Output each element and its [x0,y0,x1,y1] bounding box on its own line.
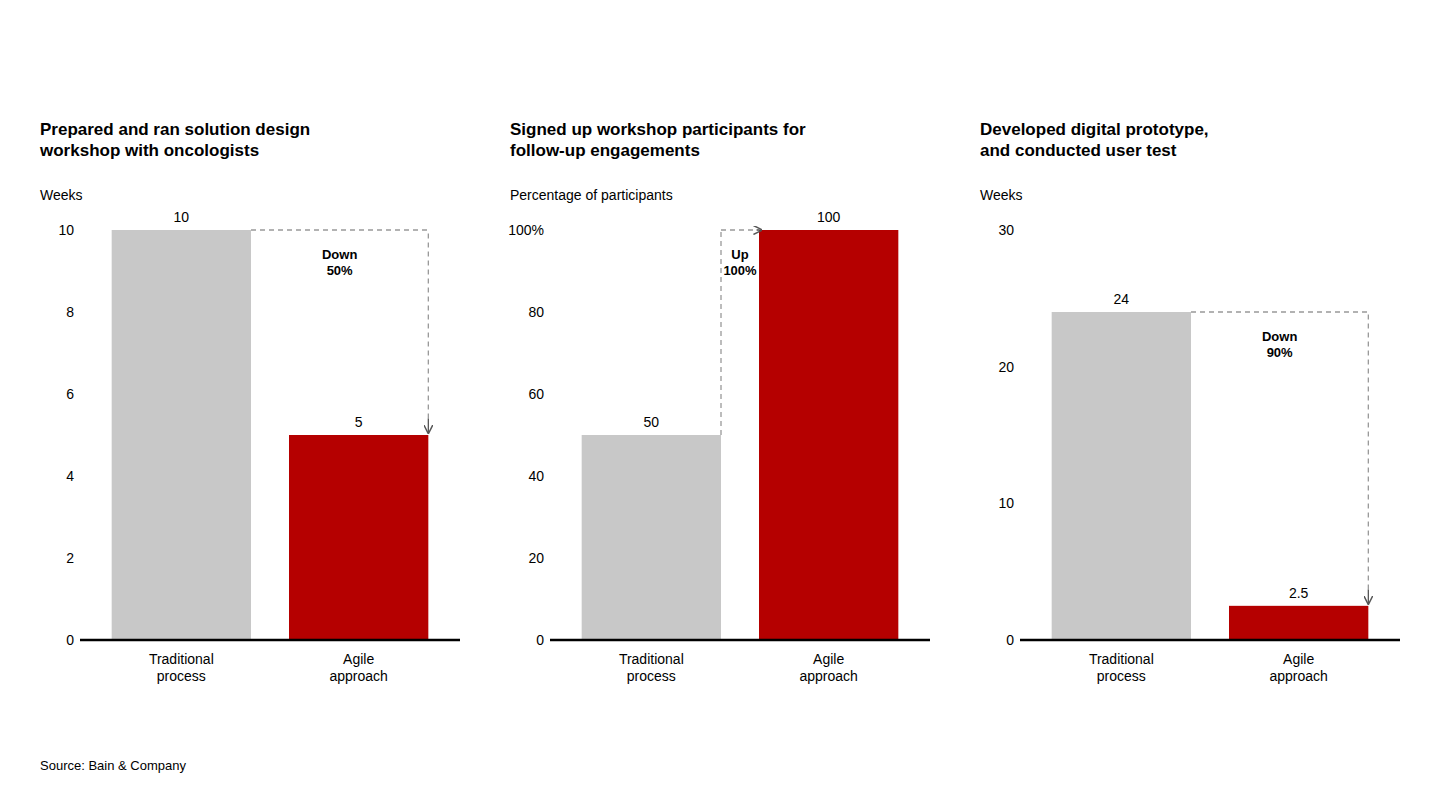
annotation: Up100% [723,247,757,278]
text-line: approach [329,668,387,684]
panel: Signed up workshop participants for follo… [508,120,930,684]
y-axis-label: Weeks [40,187,83,203]
text-line: Traditional [149,651,214,667]
text-line: workshop with oncologists [39,141,259,160]
connector [1191,311,1368,312]
x-tick-label: Agileapproach [1269,651,1327,684]
x-tick-label: Traditionalprocess [149,651,214,684]
text-line: Down [322,247,357,262]
text-line: follow-up engagements [510,141,700,160]
annotation: Down50% [322,247,357,278]
y-tick-label: 8 [66,304,74,320]
bar [112,230,251,640]
bar [759,230,898,640]
text-line: Agile [813,651,844,667]
x-tick-label: Agileapproach [329,651,387,684]
text-line: Signed up workshop participants for [510,120,806,139]
x-tick-label: Agileapproach [799,651,857,684]
connector [720,230,721,435]
data-label: 10 [174,209,190,225]
text-line: Weeks [980,187,1023,203]
y-tick-label: 0 [1006,632,1014,648]
text-line: approach [799,668,857,684]
text-line: Down [1262,329,1297,344]
y-tick-label: 2 [66,550,74,566]
x-axis [80,639,460,642]
x-axis [550,639,930,642]
marks [112,230,429,640]
title: Developed digital prototype, and conducte… [980,120,1209,160]
y-tick-label: 60 [528,386,544,402]
text-line: Traditional [619,651,684,667]
y-tick-label: 80 [528,304,544,320]
data-label: 100 [817,209,841,225]
text-line: Up [731,247,748,262]
text-line: process [1097,668,1146,684]
data-label: 24 [1114,291,1130,307]
data-label: 5 [355,414,363,430]
text-line: process [157,668,206,684]
y-tick-label: 100% [508,222,544,238]
figure: Prepared and ran solution design workshop… [0,0,1440,810]
x-tick-label: Traditionalprocess [1089,651,1154,684]
y-tick-label: 0 [536,632,544,648]
y-tick-label: 4 [66,468,74,484]
y-tick-label: 0 [66,632,74,648]
text-line: Agile [343,651,374,667]
connector [1368,312,1369,589]
text-line: Traditional [1089,651,1154,667]
data-label: 50 [644,414,660,430]
source: Source: Bain & Company [40,758,186,773]
panel: Developed digital prototype, and conducte… [980,120,1400,684]
y-tick-label: 10 [998,495,1014,511]
y-tick-label: 40 [528,468,544,484]
y-tick-label: 30 [998,222,1014,238]
text-line: Percentage of participants [510,187,673,203]
y-tick-label: 10 [58,222,74,238]
text-line: Agile [1283,651,1314,667]
x-tick-label: Traditionalprocess [619,651,684,684]
y-tick-label: 6 [66,386,74,402]
panel: Prepared and ran solution design workshop… [39,120,460,684]
connector [721,229,759,230]
text-line: Weeks [40,187,83,203]
bar [1052,312,1191,640]
title: Signed up workshop participants for follo… [510,120,806,160]
text-line: 50% [327,263,353,278]
connector [251,229,428,230]
annotation: Down90% [1262,329,1297,360]
y-axis-label: Weeks [980,187,1023,203]
text-line: Prepared and ran solution design [40,120,310,139]
text-line: and conducted user test [980,141,1177,160]
text-line: approach [1269,668,1327,684]
text-line: process [627,668,676,684]
bar [289,435,428,640]
x-axis [1020,639,1400,642]
connector [428,230,429,419]
y-tick-label: 20 [998,359,1014,375]
arrow [428,419,429,433]
y-axis-label: Percentage of participants [510,187,673,203]
arrow [1368,589,1369,603]
data-label: 2.5 [1289,585,1309,601]
arrow [756,229,761,230]
text-line: 90% [1267,345,1293,360]
bar [1229,606,1368,640]
title: Prepared and ran solution design workshop… [39,120,310,160]
y-tick-label: 20 [528,550,544,566]
marks [582,230,899,640]
text-line: 100% [723,263,757,278]
bar [582,435,721,640]
marks [1052,312,1369,640]
text-line: Developed digital prototype, [980,120,1209,139]
